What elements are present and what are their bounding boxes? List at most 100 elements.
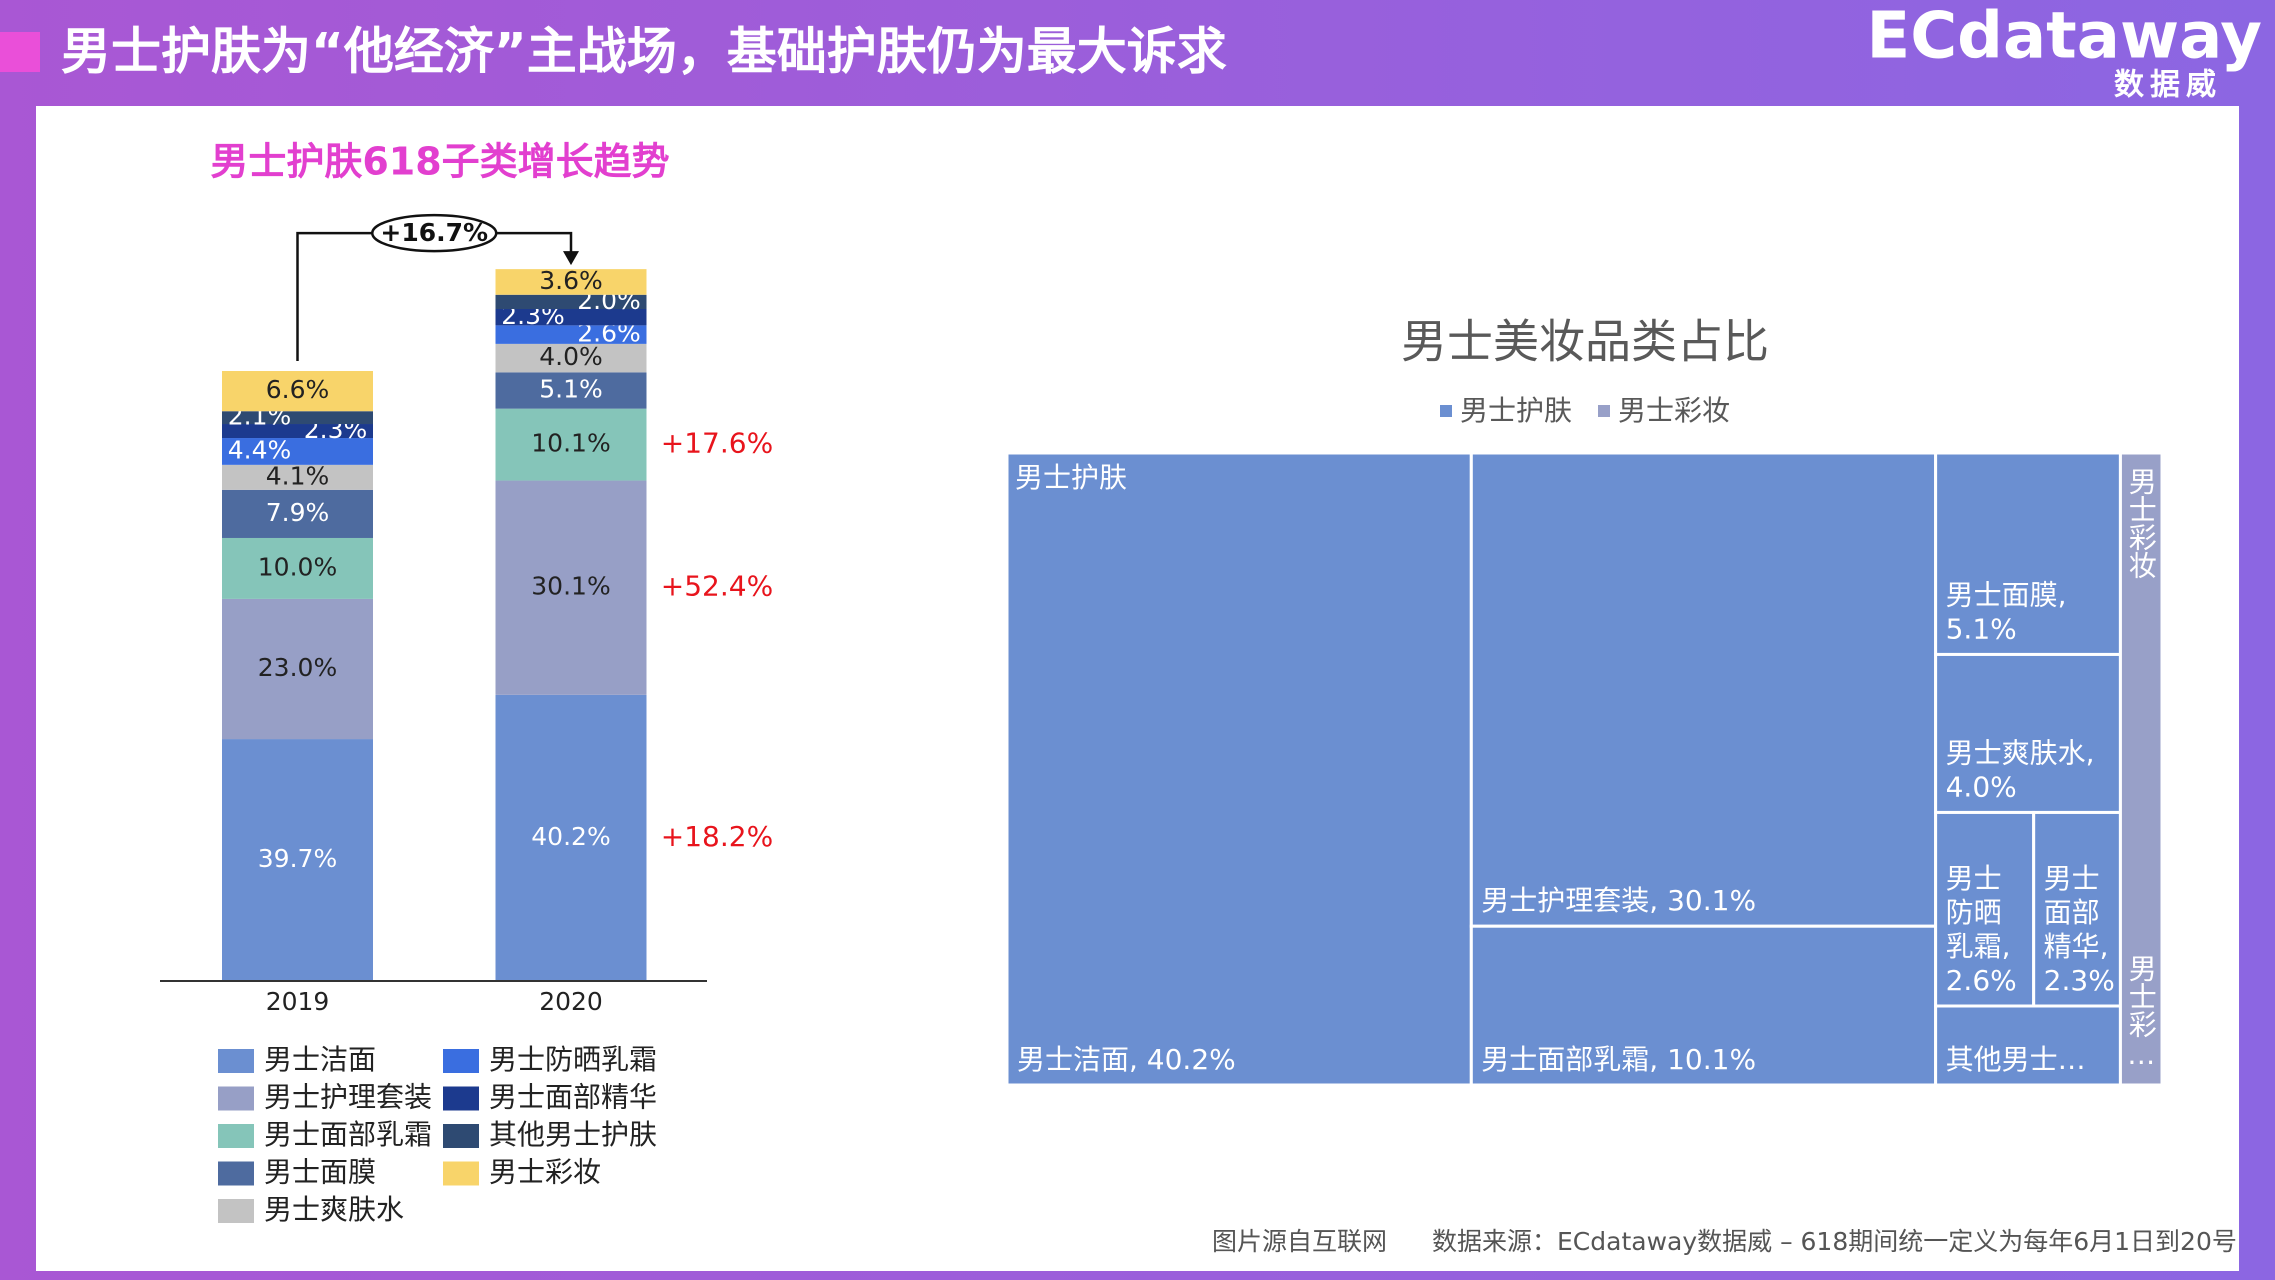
cell-label: 男士面膜, 5.1% <box>1946 578 2076 645</box>
bar-segment <box>495 343 647 373</box>
treemap-cell <box>1934 451 2122 656</box>
slide-title: 男士护肤为“他经济”主战场，基础护肤仍为最大诉求 <box>61 23 1227 81</box>
data-label: 3.6% <box>539 266 603 295</box>
data-label: 10.0% <box>258 552 337 581</box>
legend-swatch <box>443 1049 479 1073</box>
bar-segment <box>495 308 647 326</box>
treemap-cell <box>2032 810 2122 1008</box>
legend-swatch <box>1440 405 1452 417</box>
legend-label: 男士护理套装 <box>264 1081 432 1114</box>
cell-label-line: 面部 <box>2044 896 2100 929</box>
data-label: 39.7% <box>258 844 337 873</box>
legend-label: 男士彩妆 <box>489 1156 601 1189</box>
data-label: 4.0% <box>539 342 603 371</box>
bar-segment <box>495 480 647 695</box>
growth-arrow <box>563 251 579 266</box>
legend-label: 男士面膜 <box>264 1156 376 1189</box>
bar-segment <box>222 411 373 425</box>
cell-label: 男士爽肤水, 4.0% <box>1946 736 2104 803</box>
bar-segment <box>222 598 373 740</box>
bar-segment <box>222 537 373 599</box>
cell-label: 男士彩… <box>2125 954 2158 1071</box>
cell-label-line: 2.3% <box>2044 964 2115 997</box>
legend-swatch <box>443 1086 479 1111</box>
bar-segment <box>495 294 647 309</box>
legend-label: 其他男士护肤 <box>489 1118 657 1151</box>
cell-label-line: 精华, <box>2044 930 2118 963</box>
data-label: 10.1% <box>531 429 610 458</box>
cell-label-line: 男士面部乳霜, 10.1% <box>1481 1043 1756 1076</box>
data-label: 6.6% <box>266 375 330 404</box>
data-label: 23.0% <box>258 653 337 682</box>
growth-total: +16.7% <box>380 218 488 247</box>
cell-label: 男士洁面, 40.2% <box>1017 1043 1236 1076</box>
legend-swatch <box>218 1124 254 1148</box>
growth-label: +17.6% <box>661 427 773 460</box>
cell-label-line: 男士 <box>1946 862 2002 895</box>
cell-label-line: 男士爽肤水, <box>1946 736 2104 769</box>
data-label: 7.9% <box>266 498 330 527</box>
bar-segment <box>495 372 647 409</box>
treemap-cell <box>1469 924 1938 1087</box>
cell-label: 男士面部精华, 2.3% <box>2044 862 2118 997</box>
cell-label-line: 男士 <box>2044 862 2100 895</box>
growth-oval <box>371 213 498 253</box>
treemap-cell <box>1469 451 1938 928</box>
group-label: 男士护肤 <box>1015 461 1127 494</box>
cell-label-line: 防晒 <box>1946 896 2002 929</box>
treemap-cell <box>2118 451 2164 1087</box>
bar-segment <box>495 408 647 481</box>
chart-title: 男士护肤618子类增长趋势 <box>210 140 669 184</box>
bar-segment <box>495 694 647 981</box>
footer-source: 数据来源：ECdataway数据威 – 618期间统一定义为每年6月1日到20号 <box>1432 1227 2237 1256</box>
logo-sub: 数据威 <box>2114 68 2222 103</box>
group-label: 男士彩妆 <box>2125 467 2158 579</box>
legend-label: 男士面部精华 <box>489 1081 657 1114</box>
bar-segment <box>495 325 647 344</box>
data-label: 40.2% <box>531 822 610 851</box>
legend-label: 男士防晒乳霜 <box>489 1043 657 1076</box>
footer-note: 图片源自互联网 <box>1212 1227 1387 1256</box>
treemap-cell <box>1005 451 1473 1087</box>
bar-segment <box>222 464 373 490</box>
growth-label: +18.2% <box>661 820 773 853</box>
data-label: 5.1% <box>539 375 603 404</box>
legend-label: 男士护肤 <box>1460 394 1572 427</box>
logo: ECdataway <box>1866 0 2262 74</box>
bar-segment <box>495 269 647 295</box>
cell-label-line: 5.1% <box>1946 612 2017 645</box>
bar-segment <box>222 739 373 981</box>
legend-swatch <box>218 1086 254 1111</box>
x-tick-label: 2019 <box>266 987 330 1016</box>
bar-segment <box>222 371 373 412</box>
x-tick-label: 2020 <box>539 987 603 1016</box>
cell-label-line: 4.0% <box>1946 770 2017 803</box>
treemap-cell <box>1934 810 2036 1008</box>
cell-label-line: 男士面膜, <box>1946 578 2076 611</box>
cell-label-line: 男士洁面, 40.2% <box>1017 1043 1236 1076</box>
title-marker <box>0 32 40 72</box>
bar-segment <box>222 424 373 439</box>
cell-label: 男士护理套装, 30.1% <box>1481 884 1756 917</box>
legend-label: 男士面部乳霜 <box>264 1118 432 1151</box>
data-label: 4.1% <box>266 461 330 490</box>
growth-label: +52.4% <box>661 570 773 603</box>
legend-swatch <box>443 1124 479 1148</box>
cell-label-line: 乳霜, <box>1946 930 2020 963</box>
legend-swatch <box>218 1199 254 1223</box>
bar-segment <box>222 438 373 465</box>
legend-swatch <box>218 1049 254 1073</box>
bar-segment <box>222 489 373 538</box>
legend-label: 男士洁面 <box>264 1043 376 1076</box>
cell-label: 男士防晒乳霜, 2.6% <box>1946 862 2020 997</box>
legend-label: 男士彩妆 <box>1618 394 1730 427</box>
chart-title: 男士美妆品类占比 <box>1401 315 1769 369</box>
legend-swatch <box>218 1161 254 1186</box>
cell-label: 男士面部乳霜, 10.1% <box>1481 1043 1756 1076</box>
cell-label-line: 2.6% <box>1946 964 2017 997</box>
cell-label-line: 其他男士… <box>1946 1043 2086 1076</box>
legend-swatch <box>443 1161 479 1186</box>
legend-label: 男士爽肤水 <box>264 1193 404 1226</box>
cell-label-line: 男士护理套装, 30.1% <box>1481 884 1756 917</box>
